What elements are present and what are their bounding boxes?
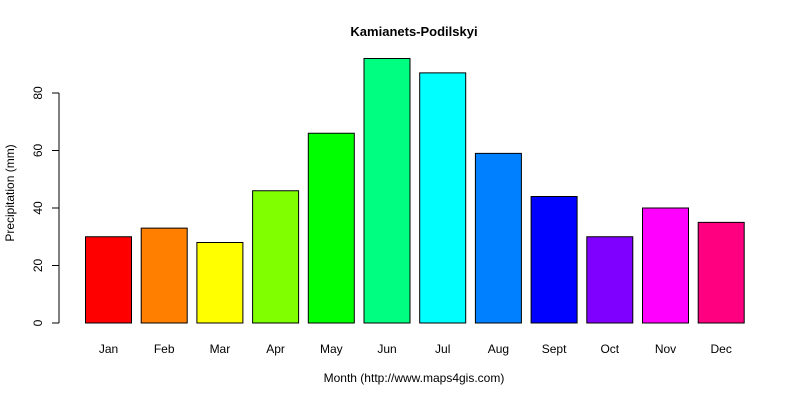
y-tick-label: 60	[31, 144, 45, 158]
y-tick-label: 20	[31, 259, 45, 273]
chart-title: Kamianets-Podilskyi	[350, 24, 477, 39]
bar-nov	[642, 207, 689, 324]
bar-apr	[252, 190, 300, 324]
bar-dec	[697, 221, 745, 324]
y-axis-label: Precipitation (mm)	[3, 144, 17, 241]
x-tick-label: Oct	[600, 342, 619, 356]
y-tick-label: 40	[31, 201, 45, 215]
y-axis: 0 20 40 60 80	[31, 86, 60, 326]
x-axis-label: Month (http://www.maps4gis.com)	[324, 371, 505, 385]
x-tick-label: Nov	[655, 342, 676, 356]
x-tick-label: Jun	[377, 342, 396, 356]
bar-mar	[196, 242, 244, 324]
bar-oct	[586, 236, 634, 324]
bars	[85, 58, 745, 324]
bar-jan	[85, 236, 132, 324]
x-tick-label: Jul	[435, 342, 450, 356]
x-tick-label: Aug	[488, 342, 509, 356]
bar-sept	[530, 196, 578, 324]
x-tick-label: Jan	[99, 342, 118, 356]
x-tick-label: Feb	[154, 342, 175, 356]
x-tick-label: Dec	[711, 342, 732, 356]
y-tick-label: 80	[31, 86, 45, 100]
x-tick-label: Apr	[266, 342, 285, 356]
y-tick-label: 0	[31, 319, 45, 326]
bar-may	[307, 132, 355, 324]
x-tick-label: May	[320, 342, 343, 356]
bar-jun	[363, 58, 411, 324]
x-tick-label: Sept	[542, 342, 567, 356]
x-tick-labels: Jan Feb Mar Apr May Jun Jul Aug Sept Oct Nov Dec	[99, 342, 732, 356]
x-tick-label: Mar	[210, 342, 231, 356]
bar-jul	[419, 72, 467, 324]
bar-feb	[140, 227, 188, 324]
bar-aug	[474, 152, 522, 324]
